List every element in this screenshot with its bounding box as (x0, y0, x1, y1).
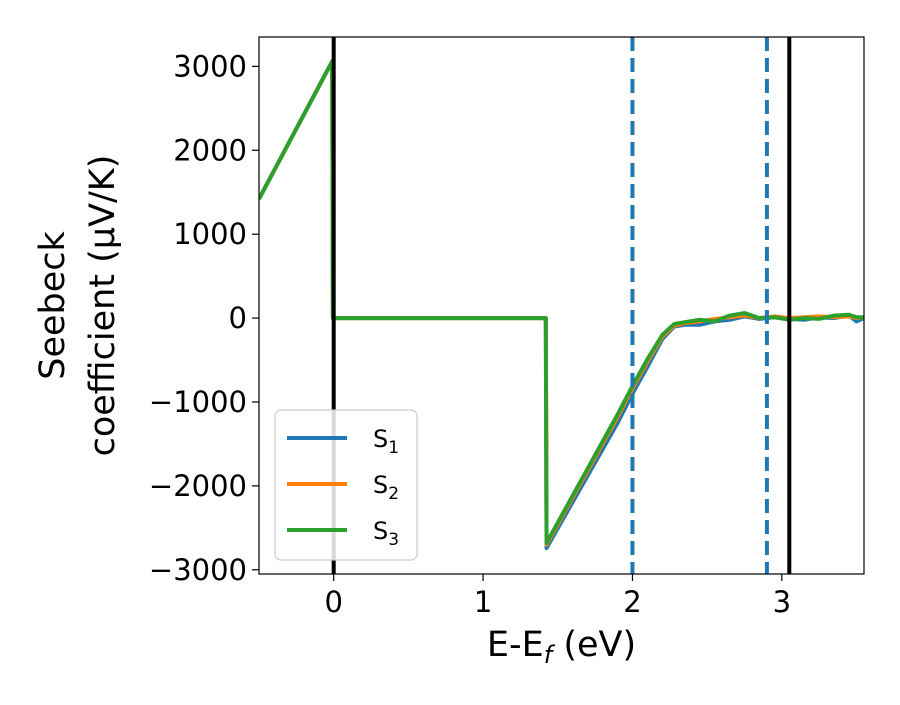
y-tick-label: −3000 (149, 553, 247, 587)
legend-label-s2: S2 (373, 471, 399, 504)
legend: S1 S2 S3 (274, 409, 418, 561)
y-tick-label: 2000 (173, 133, 247, 167)
y-tick-label: −1000 (149, 385, 247, 419)
x-tick-label: 0 (324, 585, 342, 619)
plot-area (259, 37, 864, 574)
axes-frame (258, 36, 865, 575)
x-tick-label: 3 (773, 585, 791, 619)
plot-frame (258, 36, 865, 575)
series-line-s3 (259, 59, 864, 545)
y-tick-label: 1000 (173, 217, 247, 251)
legend-label-s3: S3 (373, 517, 399, 550)
y-axis-title-line1: Seebeck (33, 230, 73, 379)
axis-labels: E-Ef (eV) Seebeck coefficient (μV/K) (33, 155, 636, 669)
x-tick-label: 2 (623, 585, 641, 619)
y-tick-label: 0 (229, 301, 247, 335)
y-axis-title-line2: coefficient (μV/K) (83, 155, 123, 457)
x-axis-title: E-Ef (eV) (487, 625, 636, 669)
legend-label-s1: S1 (373, 425, 399, 458)
x-tick-label: 1 (474, 585, 492, 619)
y-tick-label: 3000 (173, 49, 247, 83)
y-tick-label: −2000 (149, 469, 247, 503)
axis-ticks: 0 1 2 3 −3000 −2000 −1000 0 1000 2000 3000 (149, 49, 791, 619)
